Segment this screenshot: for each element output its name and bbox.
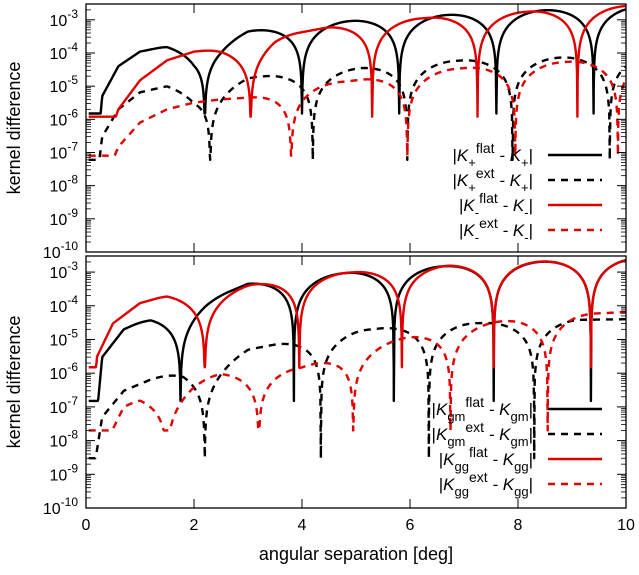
x-tick-label: 10 bbox=[617, 517, 635, 534]
top-curves bbox=[88, 4, 626, 162]
x-tick-labels: 0 2 4 6 8 10 bbox=[82, 517, 635, 534]
legend-label: |K+flat - K+| bbox=[452, 140, 533, 170]
bottom-panel: 10-10 10-9 10-8 10-7 10-6 10-5 10-4 10-3 0 2 4 6 8 1… bbox=[4, 255, 635, 564]
bottom-plot-frame bbox=[85, 255, 627, 509]
y-tick-label: 10-5 bbox=[50, 326, 79, 349]
y-tick-label: 10-4 bbox=[50, 293, 79, 316]
y-tick-label: 10-3 bbox=[50, 7, 79, 30]
top-legend: |K+flat - K+||K+ext - K+||K-flat - K-||K… bbox=[452, 140, 602, 245]
bottom-y-tick-labels: 10-10 10-9 10-8 10-7 10-6 10-5 10-4 10-3 bbox=[43, 259, 78, 518]
top-ticks bbox=[85, 3, 627, 253]
top-y-axis-title: kernel difference bbox=[4, 62, 24, 195]
series-line-3 bbox=[88, 258, 626, 369]
x-tick-label: 2 bbox=[190, 517, 199, 534]
bottom-ticks bbox=[85, 255, 627, 509]
y-tick-label: 10-6 bbox=[50, 360, 79, 383]
x-tick-label: 8 bbox=[514, 517, 523, 534]
series-line-3 bbox=[88, 4, 626, 118]
y-tick-label: 10-8 bbox=[50, 173, 79, 196]
legend-label: |K-flat - K-| bbox=[459, 190, 533, 220]
y-tick-label: 10-7 bbox=[50, 394, 79, 417]
bottom-legend: |Kgmflat - Kgm||Kgmext - Kgm||Kggflat - … bbox=[432, 394, 602, 499]
legend-label: |K+ext - K+| bbox=[452, 165, 533, 195]
y-tick-label: 10-4 bbox=[50, 40, 79, 63]
y-tick-label: 10-7 bbox=[50, 139, 79, 162]
y-tick-label: 10-10 bbox=[43, 495, 78, 518]
bottom-curves bbox=[88, 258, 626, 460]
x-axis-title: angular separation [deg] bbox=[259, 544, 453, 564]
series-line-4 bbox=[88, 60, 626, 157]
x-tick-label: 6 bbox=[406, 517, 415, 534]
top-y-tick-labels: 10-10 10-9 10-8 10-7 10-6 10-5 10-4 10-3 bbox=[43, 7, 78, 262]
top-panel: 10-10 10-9 10-8 10-7 10-6 10-5 10-4 10-3 kernel… bbox=[4, 3, 627, 262]
y-tick-label: 10-9 bbox=[50, 461, 79, 484]
series-line-4 bbox=[88, 310, 626, 432]
y-tick-label: 10-6 bbox=[50, 106, 79, 129]
legend-label: |Kgmext - Kgm| bbox=[432, 419, 533, 449]
y-tick-label: 10-9 bbox=[50, 206, 79, 229]
x-tick-label: 4 bbox=[298, 517, 307, 534]
bottom-y-axis-title: kernel difference bbox=[4, 316, 24, 449]
y-tick-label: 10-8 bbox=[50, 428, 79, 451]
y-tick-label: 10-5 bbox=[50, 73, 79, 96]
x-tick-label: 0 bbox=[82, 517, 91, 534]
top-plot-frame bbox=[85, 3, 627, 253]
legend-label: |Kgmflat - Kgm| bbox=[432, 394, 533, 424]
legend-label: |Kggflat - Kgg| bbox=[439, 444, 533, 474]
legend-label: |K-ext - K-| bbox=[459, 215, 533, 245]
y-tick-label: 10-10 bbox=[43, 239, 78, 262]
series-line-2 bbox=[88, 317, 626, 460]
y-tick-label: 10-3 bbox=[50, 259, 79, 282]
series-line-2 bbox=[88, 56, 626, 162]
legend-label: |Kggext - Kgg| bbox=[439, 469, 533, 499]
